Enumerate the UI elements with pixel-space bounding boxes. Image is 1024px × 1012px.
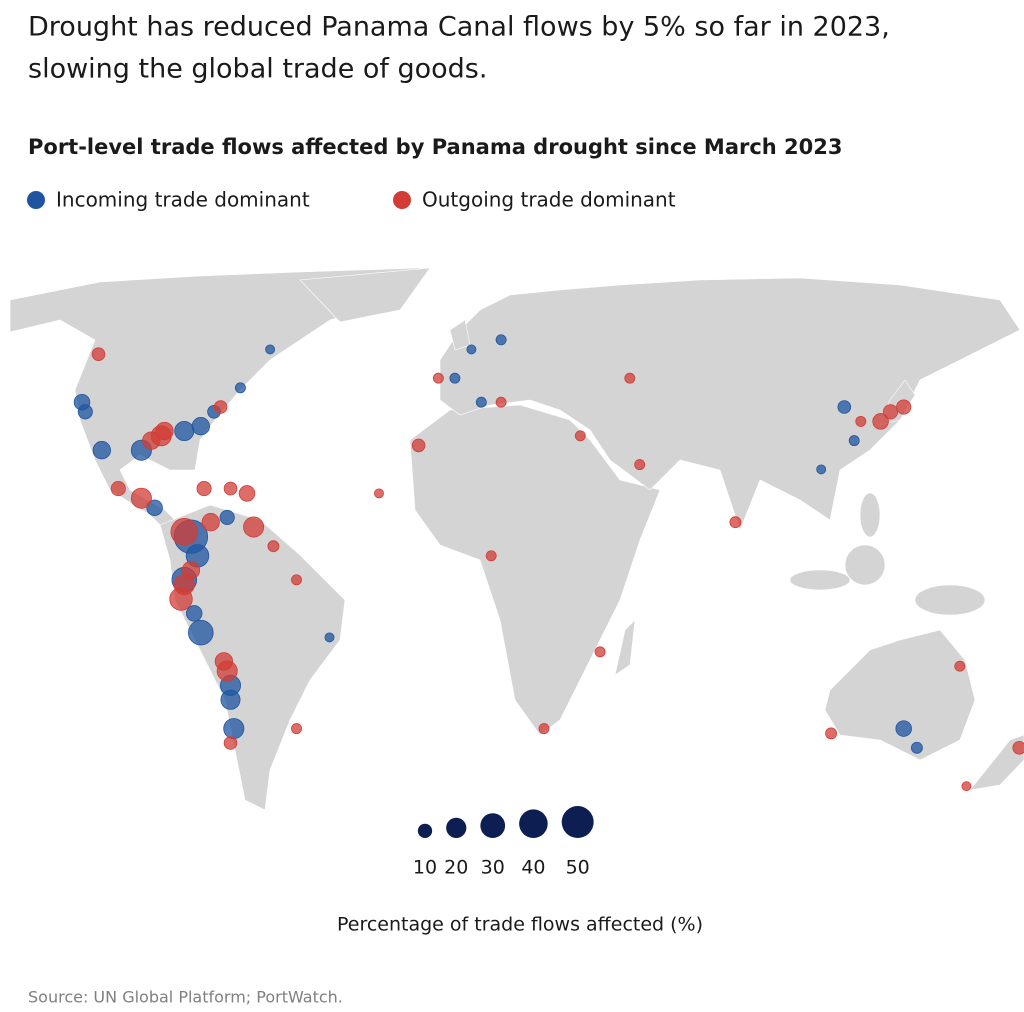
port-bubble [495, 396, 507, 408]
ports [73, 334, 1024, 792]
size-legend-label: 10 [413, 857, 437, 879]
legend-swatch [393, 191, 411, 209]
port-bubble [77, 404, 93, 420]
port-bubble [130, 487, 152, 509]
size-legend-bubble [417, 823, 433, 839]
port-bubble [216, 660, 238, 682]
size-legend-label: 50 [566, 857, 590, 879]
new-zealand [969, 734, 1024, 791]
port-bubble [267, 540, 280, 553]
port-bubble [223, 481, 238, 496]
size-legend-label: 40 [521, 857, 545, 879]
port-bubble [234, 382, 246, 394]
port-bubble [146, 499, 163, 517]
port-bubble [475, 396, 487, 408]
greenland [299, 267, 431, 323]
island [844, 544, 886, 586]
legend-label: Incoming trade dominant [56, 188, 310, 212]
port-bubble [185, 605, 203, 622]
port-bubble [219, 509, 235, 525]
size-legend-label: 30 [481, 857, 505, 879]
port-bubble [174, 421, 195, 441]
port-bubble [466, 344, 477, 355]
port-bubble [872, 413, 889, 430]
size-legend-bubble [446, 817, 467, 838]
port-bubble [594, 646, 606, 658]
madagascar [614, 619, 636, 676]
port-bubble [848, 435, 860, 447]
port-bubble [411, 438, 426, 453]
port-bubble [191, 417, 210, 436]
port-bubble [155, 421, 174, 441]
port-bubble [729, 516, 742, 529]
port-bubble [223, 736, 238, 750]
port-bubble [432, 372, 444, 384]
port-bubble [92, 441, 111, 460]
port-bubble [291, 723, 302, 735]
island [859, 492, 881, 538]
port-bubble [825, 727, 838, 740]
port-bubble [1012, 741, 1024, 755]
port-bubble [110, 481, 126, 497]
port-bubble [201, 513, 220, 532]
port-bubble [895, 720, 912, 737]
port-bubble [855, 415, 867, 427]
port-bubble [374, 488, 384, 499]
source: Source: UN Global Platform; PortWatch. [28, 988, 343, 1007]
port-bubble [574, 430, 586, 442]
port-bubble [243, 516, 265, 538]
legend-swatch [27, 191, 45, 209]
port-bubble [961, 781, 972, 792]
port-bubble [634, 459, 646, 471]
port-bubble [291, 574, 302, 586]
port-bubble [91, 347, 106, 361]
australia [824, 629, 976, 761]
eurasia [439, 277, 1021, 531]
size-legend-title: Percentage of trade flows affected (%) [337, 914, 703, 936]
port-bubble [170, 518, 199, 546]
port-bubble [181, 561, 201, 580]
port-bubble [324, 632, 335, 643]
port-bubble [538, 723, 550, 735]
port-bubble [954, 660, 966, 672]
port-bubble [188, 619, 214, 646]
legend-label: Outgoing trade dominant [422, 188, 676, 212]
title: Drought has reduced Panama Canal flows b… [28, 12, 890, 43]
port-bubble [495, 334, 507, 346]
port-bubble [213, 400, 228, 414]
island [914, 584, 986, 616]
port-bubble [910, 741, 923, 754]
port-bubble [837, 400, 852, 414]
port-bubble [882, 404, 899, 420]
size-legend-bubble [561, 806, 594, 839]
port-bubble [624, 372, 636, 384]
port-bubble [816, 464, 827, 475]
title: slowing the global trade of goods. [28, 54, 487, 85]
island [789, 569, 851, 591]
port-bubble [223, 718, 245, 740]
subtitle: Port-level trade flows affected by Panam… [28, 135, 843, 159]
port-bubble [265, 344, 276, 355]
port-bubble [142, 431, 161, 450]
port-bubble [449, 372, 461, 384]
land [9, 267, 1024, 811]
africa [409, 404, 661, 736]
size-legend-bubble [519, 809, 548, 838]
size-legend-bubble [480, 813, 506, 838]
port-bubble [220, 689, 241, 710]
port-bubble [196, 481, 212, 497]
port-bubble [238, 485, 256, 502]
port-bubble [896, 399, 912, 415]
size-legend-label: 20 [444, 857, 468, 879]
port-bubble [485, 550, 497, 562]
